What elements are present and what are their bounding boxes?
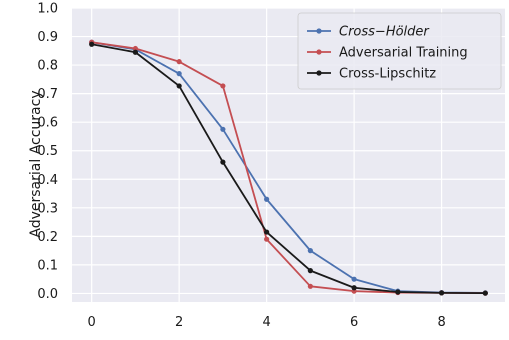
y-axis-label: Adversarial Accuracy	[28, 90, 44, 237]
data-point	[438, 290, 445, 296]
legend-item: Cross-Lipschitz	[307, 67, 436, 82]
series-3	[89, 41, 488, 296]
legend: Cross−Hölder Adversarial Training Cross-Li…	[297, 12, 502, 90]
y-tick-label: 0.3	[37, 201, 58, 216]
data-point	[482, 290, 488, 296]
data-point	[176, 59, 182, 65]
y-tick-label: 0.0	[37, 287, 58, 302]
y-tick-label: 0.9	[37, 30, 58, 45]
data-point	[264, 196, 270, 202]
y-tick-label: 0.4	[37, 173, 58, 188]
legend-swatch-marker	[316, 49, 322, 55]
data-point	[351, 276, 357, 282]
data-point	[395, 289, 401, 295]
legend-swatch-marker	[316, 28, 322, 34]
legend-label: Cross-Lipschitz	[339, 67, 436, 82]
data-series	[89, 39, 488, 296]
y-tick-label: 0.7	[37, 87, 58, 102]
legend-item: Adversarial Training	[307, 46, 468, 61]
legend-label: Cross−Hölder	[339, 25, 430, 40]
series-line	[91, 43, 486, 295]
y-tick-label: 0.8	[37, 59, 58, 74]
legend-swatch-marker	[316, 70, 322, 76]
legend-item: Cross−Hölder	[307, 25, 430, 40]
y-tick-label: 1.0	[37, 2, 58, 17]
x-axis-ticks: 0 2 4 6 8	[88, 315, 446, 330]
data-point	[132, 45, 139, 52]
y-tick-label: 0.2	[37, 230, 58, 245]
legend-label: Adversarial Training	[339, 46, 468, 61]
y-tick-label: 0.6	[37, 116, 58, 131]
data-point	[307, 283, 313, 289]
x-tick-label: 6	[350, 315, 358, 330]
y-axis-ticks: 0.0 0.1 0.2 0.3 0.4 0.5 0.6 0.7 0.8 0.9 1.0	[37, 2, 58, 302]
x-tick-label: 2	[175, 315, 183, 330]
y-tick-label: 0.1	[37, 258, 58, 273]
data-point	[176, 83, 182, 89]
data-point	[89, 41, 95, 47]
data-point	[264, 236, 270, 242]
data-point	[307, 268, 313, 274]
legend-box	[297, 12, 502, 90]
data-point	[220, 126, 226, 132]
data-point	[132, 49, 139, 55]
data-point	[220, 159, 226, 165]
data-point	[264, 229, 270, 235]
x-tick-label: 0	[88, 315, 96, 330]
y-tick-label: 0.5	[37, 144, 58, 159]
data-point	[176, 71, 182, 77]
data-point	[307, 248, 313, 254]
data-point	[220, 83, 226, 89]
x-tick-label: 8	[437, 315, 445, 330]
data-point	[351, 285, 357, 291]
x-tick-label: 4	[262, 315, 270, 330]
